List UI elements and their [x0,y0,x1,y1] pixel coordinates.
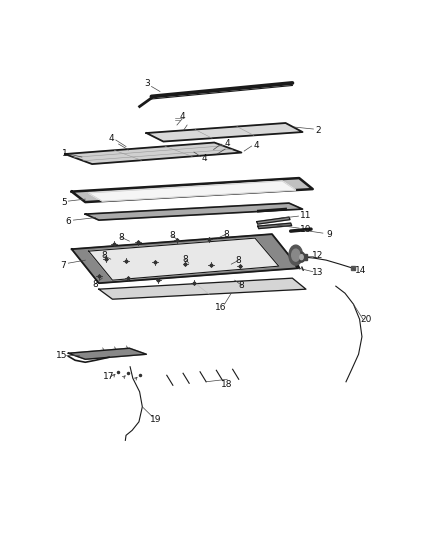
Text: 18: 18 [222,380,233,389]
Text: 4: 4 [225,139,231,148]
Text: 2: 2 [315,126,321,134]
Text: 4: 4 [179,112,185,121]
Polygon shape [68,348,146,359]
Text: 8: 8 [235,256,241,265]
Text: 17: 17 [103,372,115,381]
Polygon shape [85,203,303,220]
Text: 7: 7 [60,261,66,270]
Polygon shape [258,223,292,229]
Text: 15: 15 [56,351,67,360]
Text: 8: 8 [118,232,124,241]
Circle shape [292,249,300,261]
Polygon shape [146,123,303,142]
Text: 8: 8 [101,251,107,260]
Circle shape [289,245,303,265]
Polygon shape [72,178,313,202]
Text: 4: 4 [109,134,115,142]
Text: 8: 8 [239,281,244,289]
Text: 11: 11 [300,211,311,220]
Text: 20: 20 [360,314,372,324]
Text: 8: 8 [169,231,175,240]
Text: 19: 19 [150,415,162,424]
Polygon shape [257,217,290,224]
Text: 6: 6 [65,217,71,226]
Text: 8: 8 [92,280,98,289]
Text: 4: 4 [201,154,207,163]
Circle shape [298,252,305,262]
Text: 10: 10 [300,224,312,233]
Text: 1: 1 [62,149,68,158]
Polygon shape [65,142,241,164]
Text: 12: 12 [312,251,324,260]
Text: 8: 8 [183,255,188,264]
Text: 3: 3 [144,79,150,88]
Polygon shape [88,238,279,280]
Polygon shape [88,181,296,201]
Polygon shape [99,278,306,299]
Text: 4: 4 [254,141,260,150]
Polygon shape [72,234,299,283]
Text: 16: 16 [215,303,227,312]
Text: 8: 8 [223,230,229,239]
Text: 9: 9 [326,230,332,239]
Text: 5: 5 [61,198,67,207]
Text: 13: 13 [312,268,324,277]
Circle shape [300,255,303,260]
Text: 14: 14 [355,266,366,275]
